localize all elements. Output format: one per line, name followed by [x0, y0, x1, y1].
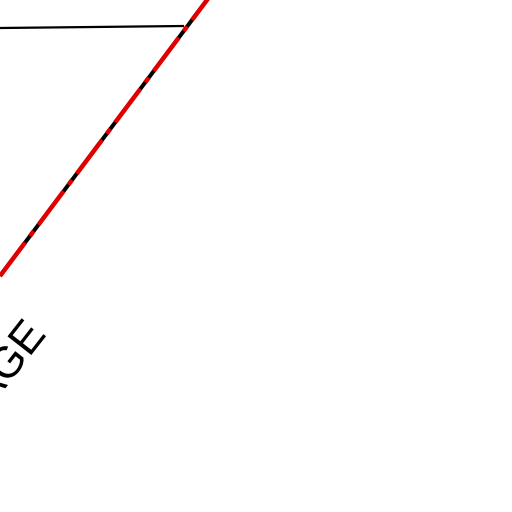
boundary-line [0, 0, 210, 278]
road-line [0, 24, 185, 30]
map-label: AGE [0, 311, 55, 414]
boundary-line-dashes [0, 0, 210, 278]
